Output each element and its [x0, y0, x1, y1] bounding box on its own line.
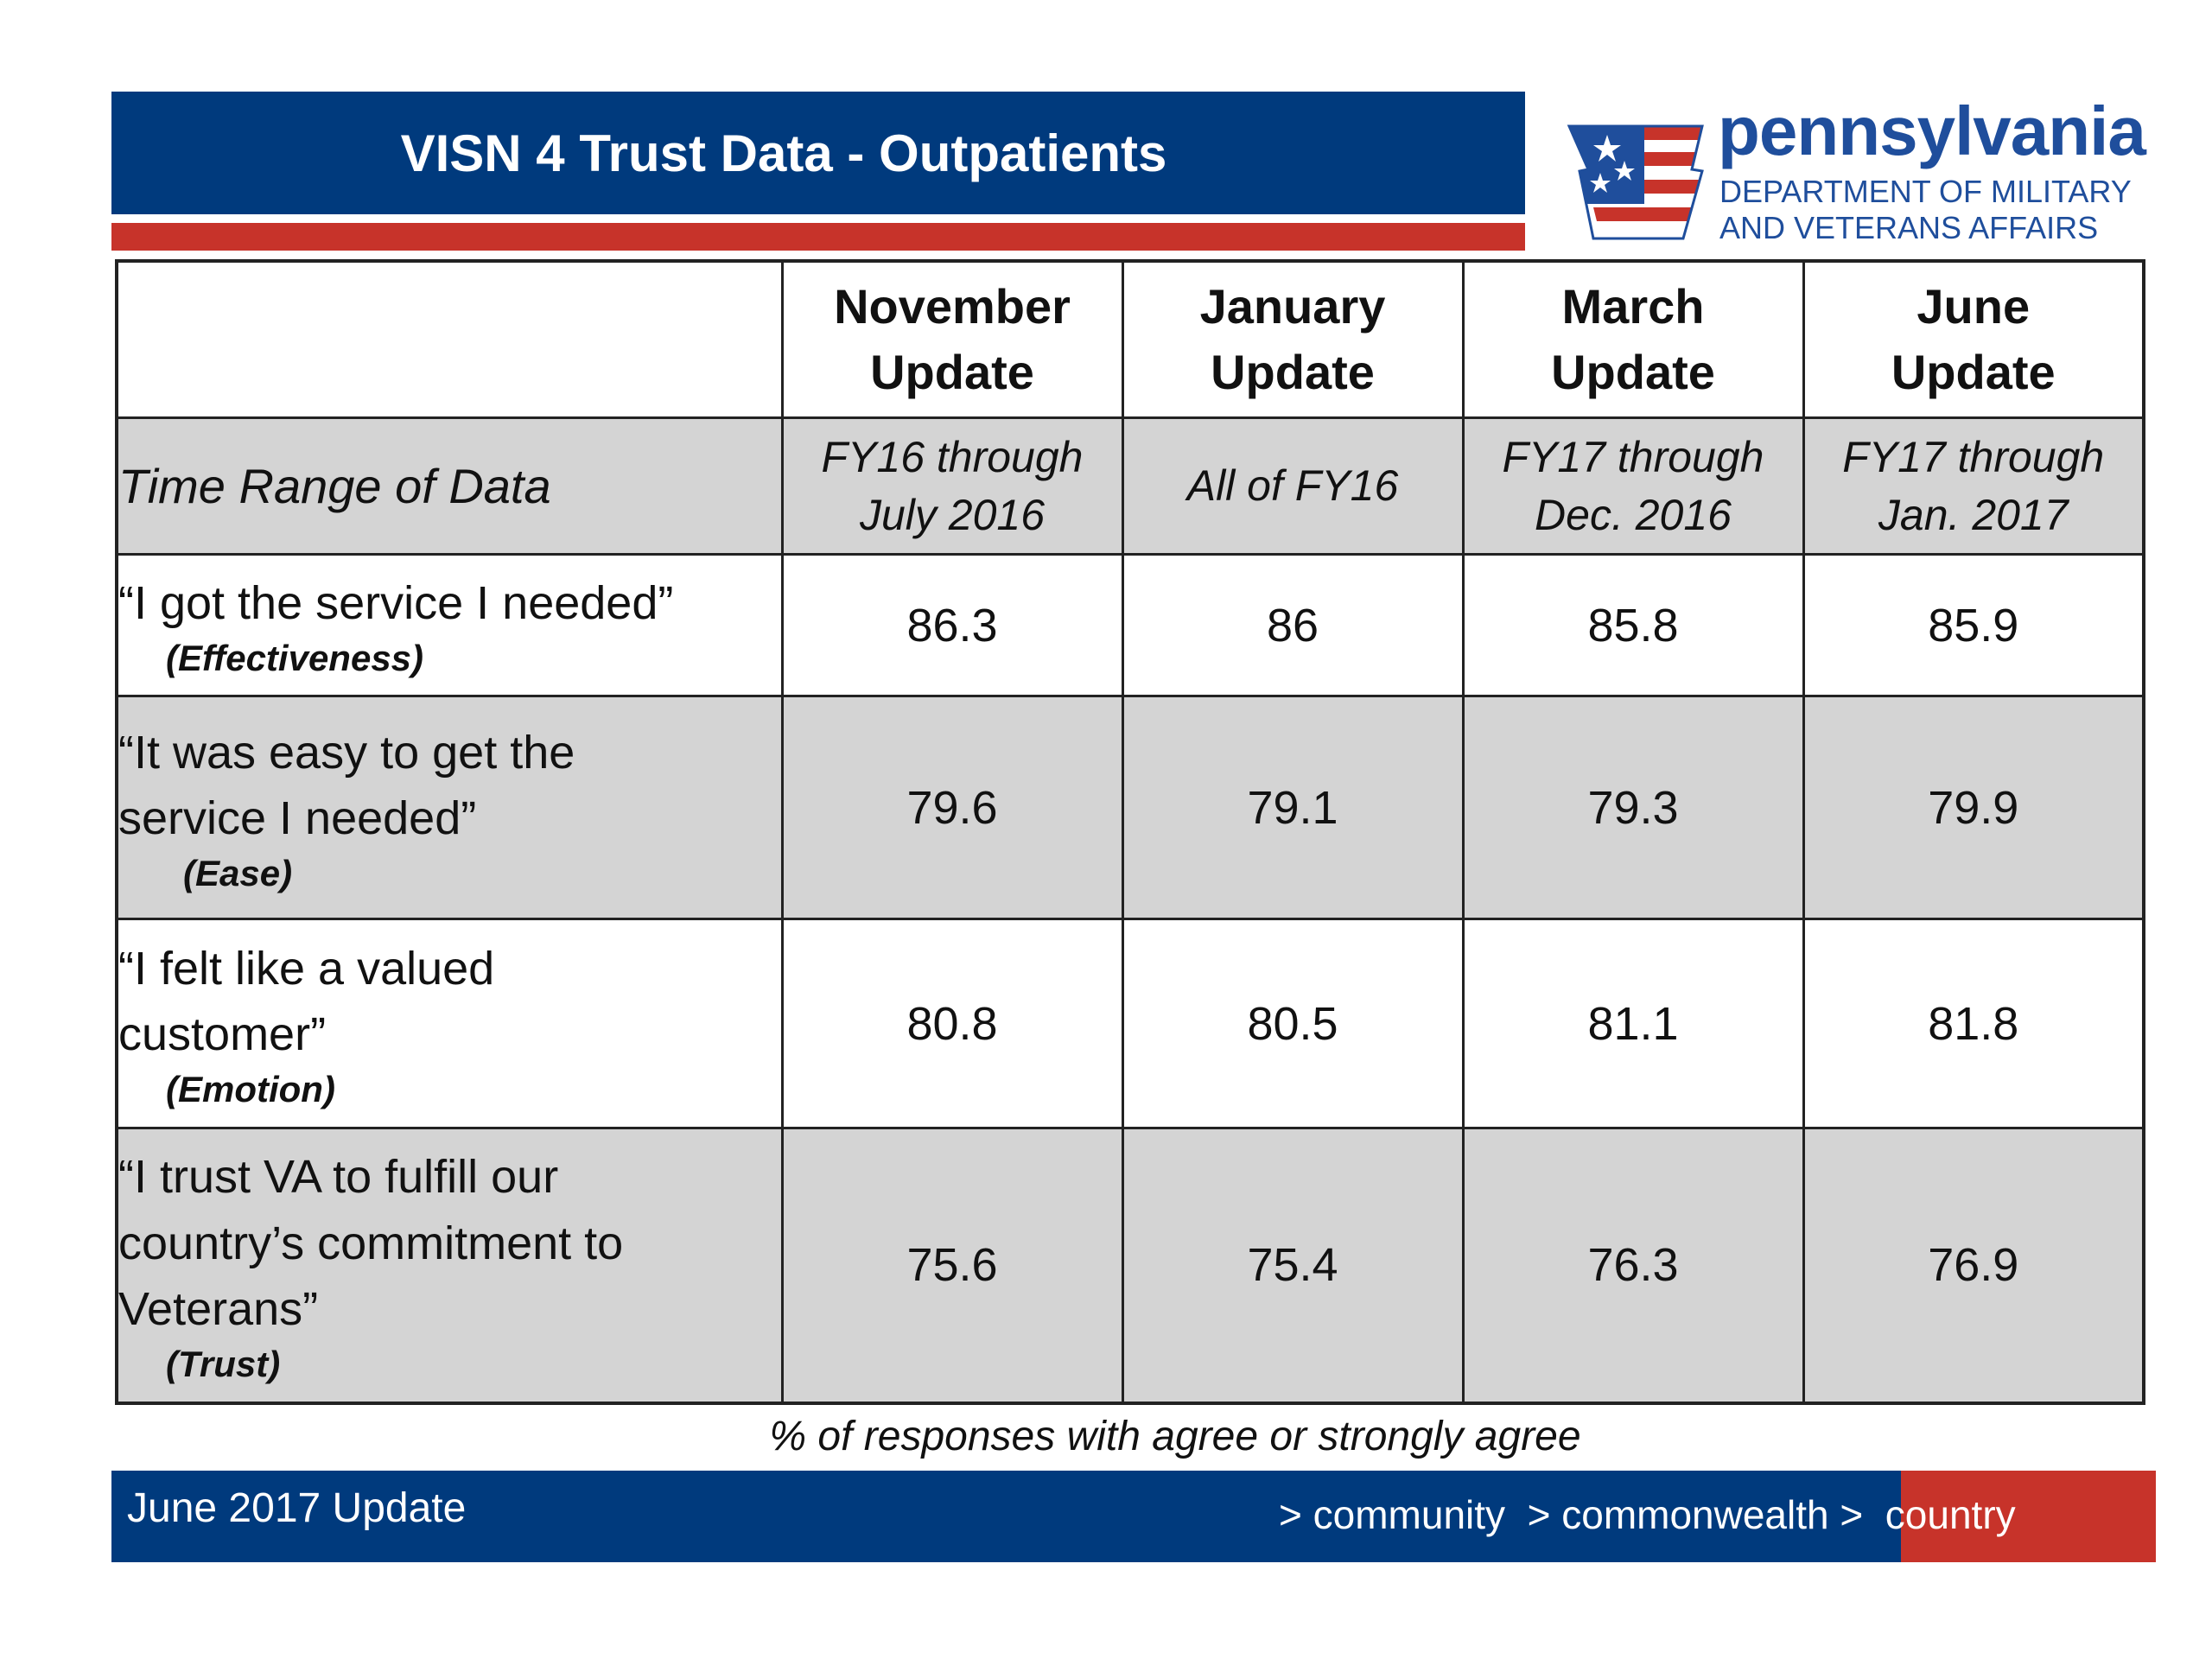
value-cell: 81.1	[1461, 918, 1805, 1129]
question-tag: (Effectiveness)	[166, 637, 424, 678]
logo-subtitle-line1: DEPARTMENT OF MILITARY	[1719, 174, 2132, 209]
value-cell: 79.3	[1461, 695, 1805, 920]
footer-red-block	[1901, 1471, 2156, 1562]
question-tag: (Trust)	[166, 1344, 281, 1385]
flag-keystone-icon	[1567, 124, 1704, 240]
value-cell: 81.8	[1802, 918, 2145, 1129]
value-cell: 86	[1121, 553, 1465, 697]
table-row-emotion: “I felt like a valued customer” (Emotion…	[115, 918, 2145, 1129]
question-text: “I got the service I needed”	[118, 576, 674, 629]
question-text: country’s commitment to	[118, 1217, 624, 1269]
header-blank-cell	[115, 259, 784, 419]
footer-update-label: June 2017 Update	[127, 1485, 467, 1531]
value-cell: 79.6	[780, 695, 1124, 920]
logo-wordmark: pennsylvania	[1718, 92, 2146, 169]
value-cell: 85.8	[1461, 553, 1805, 697]
time-range-cell: FY16 through July 2016	[780, 416, 1124, 556]
value-cell: 75.6	[780, 1127, 1124, 1404]
question-cell: “It was easy to get the service I needed…	[115, 695, 784, 920]
question-tag: (Emotion)	[166, 1068, 335, 1109]
value-cell: 76.3	[1461, 1127, 1805, 1404]
title-banner: VISN 4 Trust Data - Outpatients	[111, 92, 1525, 214]
question-cell: “I trust VA to fulfill our country’s com…	[115, 1127, 784, 1404]
pa-dmva-logo: pennsylvania DEPARTMENT OF MILITARY AND …	[1562, 97, 2167, 249]
value-cell: 79.9	[1802, 695, 2145, 920]
time-range-cell: All of FY16	[1121, 416, 1465, 556]
value-cell: 80.5	[1121, 918, 1465, 1129]
value-cell: 76.9	[1802, 1127, 2145, 1404]
logo-subtitle-line2: AND VETERANS AFFAIRS	[1719, 210, 2099, 245]
header-march: March Update	[1461, 259, 1805, 419]
page-title: VISN 4 Trust Data - Outpatients	[400, 124, 1167, 182]
footer-tagline: > community > commonwealth > country	[1279, 1492, 2016, 1537]
question-text: customer”	[118, 1008, 327, 1061]
table-footnote: % of responses with agree or strongly ag…	[769, 1414, 1581, 1459]
header-january: January Update	[1121, 259, 1465, 419]
time-range-cell: FY17 through Jan. 2017	[1802, 416, 2145, 556]
value-cell: 79.1	[1121, 695, 1465, 920]
question-cell: “I got the service I needed” (Effectiven…	[115, 553, 784, 697]
time-range-label: Time Range of Data	[115, 416, 784, 556]
value-cell: 86.3	[780, 553, 1124, 697]
question-text: “I trust VA to fulfill our	[118, 1151, 559, 1204]
header-november: November Update	[780, 259, 1124, 419]
table-row-trust: “I trust VA to fulfill our country’s com…	[115, 1127, 2145, 1404]
time-range-cell: FY17 through Dec. 2016	[1461, 416, 1805, 556]
header-row: November Update January Update March Update…	[115, 259, 2145, 419]
footer-bar	[111, 1471, 2156, 1562]
trust-data-table: November Update January Update March Update…	[115, 259, 2145, 1405]
question-text: Veterans”	[118, 1283, 319, 1336]
question-text: “I felt like a valued	[118, 942, 495, 995]
question-tag: (Ease)	[183, 852, 293, 893]
table-row-effectiveness: “I got the service I needed” (Effectiven…	[115, 553, 2145, 697]
time-range-row: Time Range of Data FY16 through July 2016…	[115, 416, 2145, 556]
header-june: June Update	[1802, 259, 2145, 419]
value-cell: 75.4	[1121, 1127, 1465, 1404]
question-text: service I needed”	[118, 792, 477, 845]
value-cell: 85.9	[1802, 553, 2145, 697]
table-row-ease: “It was easy to get the service I needed…	[115, 695, 2145, 920]
title-red-stripe	[111, 223, 1525, 251]
value-cell: 80.8	[780, 918, 1124, 1129]
question-cell: “I felt like a valued customer” (Emotion…	[115, 918, 784, 1129]
question-text: “It was easy to get the	[118, 726, 575, 779]
